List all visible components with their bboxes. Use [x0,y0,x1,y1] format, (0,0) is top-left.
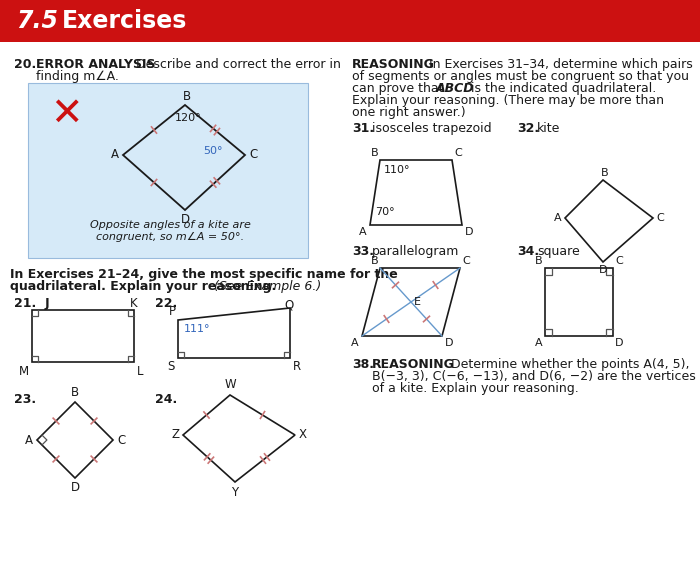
Text: 31.: 31. [352,122,374,135]
Text: 34.: 34. [517,245,539,258]
Text: Y: Y [232,486,239,499]
Text: B: B [370,256,378,266]
Text: D: D [71,481,80,494]
Text: C: C [454,148,462,158]
Text: 24.: 24. [155,393,177,406]
Text: Opposite angles of a kite are: Opposite angles of a kite are [90,220,251,230]
Text: In Exercises 21–24, give the most specific name for the: In Exercises 21–24, give the most specif… [10,268,398,281]
Text: A: A [351,338,359,348]
Text: ABCD: ABCD [436,82,475,95]
Text: 110°: 110° [384,165,410,175]
Text: E: E [414,297,421,307]
Text: Exercises: Exercises [62,9,188,33]
Text: A: A [536,338,543,348]
Text: one right answer.): one right answer.) [352,106,466,119]
Text: 33.: 33. [352,245,374,258]
Text: ERROR ANALYSIS: ERROR ANALYSIS [36,58,155,71]
Text: Explain your reasoning. (There may be more than: Explain your reasoning. (There may be mo… [352,94,664,107]
Text: L: L [137,365,144,378]
Text: square: square [537,245,580,258]
Text: of segments or angles must be congruent so that you: of segments or angles must be congruent … [352,70,689,83]
Text: A: A [25,434,33,446]
Text: C: C [615,256,623,266]
Text: A: A [111,149,119,161]
Text: C: C [117,434,125,446]
Text: 7.5: 7.5 [16,9,58,33]
Text: 32.: 32. [517,122,539,135]
Text: 38.: 38. [352,358,374,371]
Text: A: A [554,213,562,223]
Text: Q: Q [284,298,293,311]
Text: D: D [445,338,454,348]
Text: Z: Z [171,429,179,442]
Text: W: W [224,378,236,391]
Text: Determine whether the points A(4, 5),: Determine whether the points A(4, 5), [447,358,690,371]
Text: is the indicated quadrilateral.: is the indicated quadrilateral. [467,82,657,95]
Text: kite: kite [537,122,561,135]
Text: can prove that: can prove that [352,82,447,95]
Text: D: D [615,338,624,348]
Text: B: B [370,148,378,158]
Text: P: P [169,305,176,318]
Text: ✕: ✕ [50,95,83,133]
Text: (See Example 6.): (See Example 6.) [210,280,321,293]
Text: R: R [293,360,301,373]
Text: M: M [19,365,29,378]
Text: Describe and correct the error in: Describe and correct the error in [132,58,341,71]
Text: 120°: 120° [175,113,202,123]
Text: D: D [181,213,190,226]
Text: congruent, so m∠A = 50°.: congruent, so m∠A = 50°. [96,232,244,242]
Text: 70°: 70° [375,207,395,217]
Text: X: X [299,429,307,442]
Text: D: D [598,265,608,275]
FancyBboxPatch shape [28,83,308,258]
Text: 50°: 50° [203,146,223,156]
Text: C: C [656,213,664,223]
Text: A: A [359,227,367,237]
Text: REASONING: REASONING [372,358,455,371]
Text: isosceles trapezoid: isosceles trapezoid [372,122,491,135]
Text: quadrilateral. Explain your reasoning.: quadrilateral. Explain your reasoning. [10,280,276,293]
Text: D: D [465,227,473,237]
Text: C: C [249,149,258,161]
Text: of a kite. Explain your reasoning.: of a kite. Explain your reasoning. [372,382,579,395]
Text: finding m∠A.: finding m∠A. [36,70,119,83]
Text: parallelogram: parallelogram [372,245,459,258]
Text: 111°: 111° [184,324,211,334]
Text: In Exercises 31–34, determine which pairs: In Exercises 31–34, determine which pair… [425,58,693,71]
Text: B(−3, 3), C(−6, −13), and D(6, −2) are the vertices: B(−3, 3), C(−6, −13), and D(6, −2) are t… [372,370,696,383]
Text: B: B [536,256,543,266]
Text: 22.: 22. [155,297,177,310]
Text: REASONING: REASONING [352,58,435,71]
Text: B: B [71,386,79,399]
Text: C: C [462,256,470,266]
Text: S: S [167,360,175,373]
FancyBboxPatch shape [0,0,700,42]
Text: 20.: 20. [14,58,36,71]
Text: K: K [130,297,138,310]
Text: B: B [183,90,191,103]
Text: 21.  J: 21. J [14,297,50,310]
Text: B: B [601,168,609,178]
Text: 23.: 23. [14,393,36,406]
